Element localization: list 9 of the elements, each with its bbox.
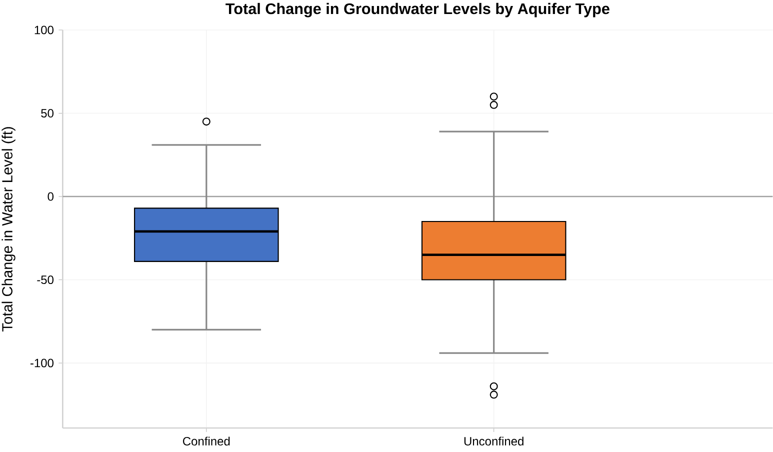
x-tick-label: Unconfined [464,436,524,446]
y-axis-title: Total Change in Water Level (ft) [2,127,16,332]
chart-title: Total Change in Groundwater Levels by Aquifer Type [226,2,610,18]
y-tick-label: 0 [48,192,54,201]
x-tick-label: Confined [182,436,230,446]
y-tick-label: 50 [41,109,54,118]
y-tick-label: -50 [37,276,54,284]
y-tick-label: -100 [30,358,54,368]
y-tick-label: 100 [34,26,54,34]
